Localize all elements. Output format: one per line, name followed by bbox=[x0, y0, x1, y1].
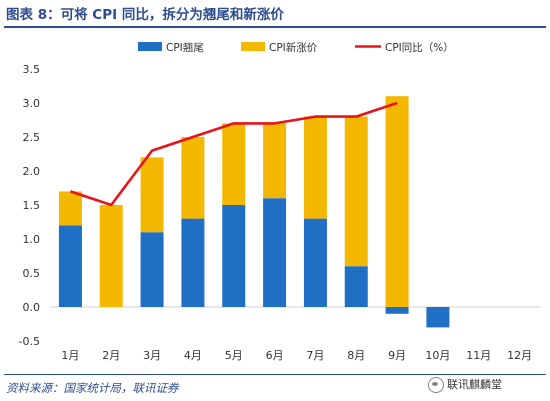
bar-cpi-new bbox=[140, 157, 164, 233]
y-tick-label: 2.5 bbox=[23, 131, 41, 144]
legend-label: CPI新涨价 bbox=[269, 41, 318, 54]
x-tick-label: 7月 bbox=[306, 349, 324, 362]
title-divider bbox=[4, 26, 546, 28]
x-tick-label: 4月 bbox=[184, 349, 202, 362]
y-tick-label: 3.5 bbox=[23, 63, 41, 76]
bar-cpi-new bbox=[222, 123, 246, 205]
x-tick-label: 12月 bbox=[507, 349, 532, 362]
bar-cpi-tail bbox=[385, 307, 409, 314]
bar-cpi-tail bbox=[140, 232, 164, 307]
cpi-chart: -0.5 0.0 0.5 1.0 1.5 2.0 2.5 3.0 3.5 1月 2月 3月 4月 5月 6月… bbox=[19, 41, 540, 362]
bar-cpi-tail bbox=[58, 225, 82, 307]
bar-cpi-new bbox=[344, 116, 368, 267]
bar-cpi-tail bbox=[181, 218, 205, 307]
bar-cpi-tail bbox=[344, 266, 368, 307]
bar-cpi-new bbox=[58, 191, 82, 226]
legend-label: CPI同比（%） bbox=[385, 41, 454, 54]
watermark: 联讯麒麟堂 bbox=[428, 376, 502, 393]
y-tick-label: 1.5 bbox=[23, 199, 41, 212]
y-tick-label: 3.0 bbox=[23, 97, 41, 110]
y-tick-label: 1.0 bbox=[23, 233, 41, 246]
bar-cpi-new bbox=[181, 137, 205, 219]
y-tick-label: 0.5 bbox=[23, 267, 41, 280]
x-tick-label: 5月 bbox=[225, 349, 243, 362]
legend-label: CPI翘尾 bbox=[166, 42, 204, 54]
bar-cpi-new bbox=[99, 205, 123, 307]
x-tick-label: 11月 bbox=[466, 349, 491, 362]
y-tick-label: 2.0 bbox=[23, 165, 41, 178]
x-tick-label: 1月 bbox=[61, 349, 79, 362]
y-tick-label: -0.5 bbox=[19, 335, 40, 348]
bar-cpi-tail bbox=[222, 205, 246, 307]
footer-divider bbox=[4, 374, 546, 375]
x-tick-label: 8月 bbox=[347, 349, 365, 362]
x-tick-label: 9月 bbox=[388, 349, 406, 362]
bar-cpi-new bbox=[385, 96, 409, 307]
line-cpi-yoy bbox=[70, 101, 398, 207]
legend-swatch bbox=[241, 42, 265, 51]
x-tick-label: 3月 bbox=[143, 349, 161, 362]
y-tick-label: 0.0 bbox=[23, 301, 41, 314]
bar-cpi-tail bbox=[303, 218, 327, 307]
bar-cpi-new bbox=[263, 123, 287, 199]
legend-swatch bbox=[138, 42, 162, 51]
x-tick-label: 6月 bbox=[266, 349, 284, 362]
bar-cpi-tail bbox=[263, 198, 287, 307]
bar-cpi-new bbox=[303, 116, 327, 219]
wechat-icon bbox=[428, 377, 444, 393]
source-note: 资料来源：国家统计局，联讯证券 bbox=[6, 381, 179, 395]
watermark-label: 联讯麒麟堂 bbox=[447, 378, 502, 391]
x-tick-label: 2月 bbox=[102, 349, 120, 362]
x-tick-label: 10月 bbox=[425, 349, 450, 362]
page-title: 图表 8：可将 CPI 同比，拆分为翘尾和新涨价 bbox=[6, 7, 284, 23]
bar-cpi-tail bbox=[426, 307, 450, 328]
